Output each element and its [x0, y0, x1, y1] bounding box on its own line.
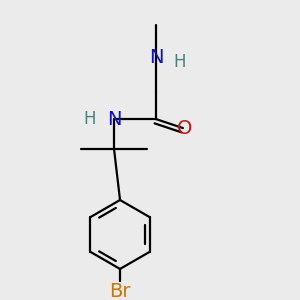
Text: N: N	[149, 48, 163, 67]
Text: Br: Br	[109, 282, 131, 300]
Text: H: H	[174, 53, 186, 71]
Text: N: N	[107, 110, 121, 129]
Text: H: H	[84, 110, 96, 128]
Text: O: O	[177, 118, 192, 138]
